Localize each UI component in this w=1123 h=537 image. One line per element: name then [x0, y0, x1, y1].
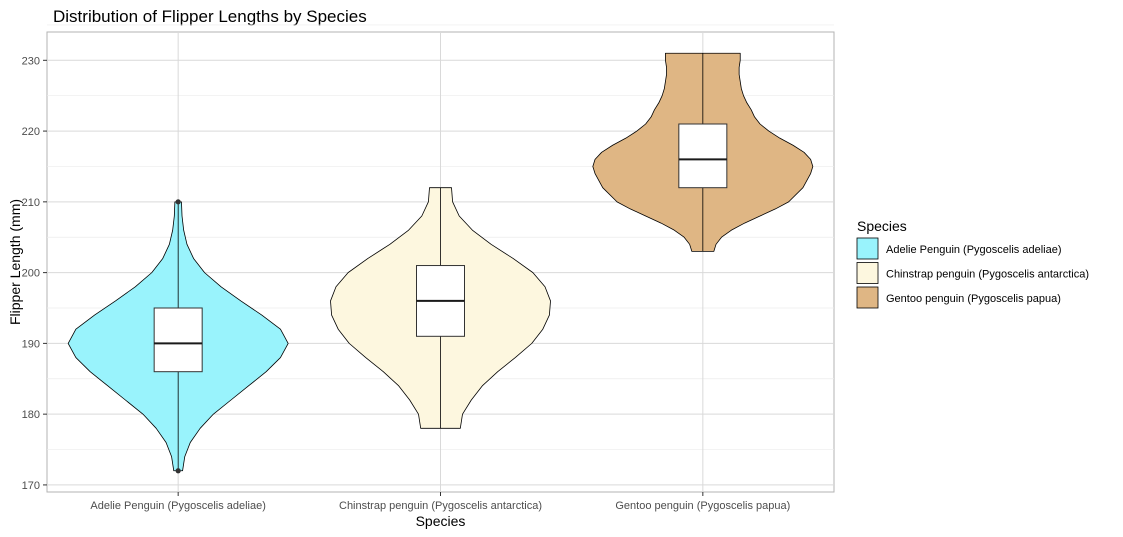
legend-title: Species: [857, 218, 907, 234]
y-tick-label: 230: [22, 55, 40, 67]
box-iqr: [678, 123, 728, 189]
x-axis-ticks: Adelie Penguin (Pygoscelis adeliae) Chins…: [90, 492, 790, 512]
chart-title: Distribution of Flipper Lengths by Speci…: [53, 7, 367, 26]
legend-swatch: [856, 262, 879, 284]
y-tick-label: 200: [22, 268, 40, 280]
outlier-point: [175, 199, 181, 205]
y-axis-title: Flipper Length (mm): [7, 199, 23, 325]
legend-label: Chinstrap penguin (Pygoscelis antarctica…: [886, 269, 1089, 281]
legend-label: Adelie Penguin (Pygoscelis adeliae): [886, 244, 1062, 256]
violins: [67, 52, 814, 474]
x-axis-title: Species: [416, 513, 466, 529]
y-tick-label: 170: [22, 480, 40, 492]
y-axis-ticks: 170 180 190 200 210 220 230: [22, 55, 47, 492]
x-tick-label: Chinstrap penguin (Pygoscelis antarctica…: [339, 500, 542, 512]
legend-swatch: [856, 237, 879, 260]
x-tick-label: Adelie Penguin (Pygoscelis adeliae): [90, 500, 266, 512]
legend-label: Gentoo penguin (Pygoscelis papua): [886, 293, 1061, 305]
legend: Species Adelie Penguin (Pygoscelis adeli…: [856, 218, 1089, 309]
y-tick-label: 190: [22, 338, 40, 350]
y-tick-label: 220: [22, 126, 40, 138]
y-tick-label: 210: [22, 197, 40, 209]
legend-swatch: [856, 286, 879, 309]
outlier-point: [175, 468, 181, 474]
y-tick-label: 180: [22, 409, 40, 421]
x-tick-label: Gentoo penguin (Pygoscelis papua): [615, 500, 790, 512]
box-iqr: [153, 307, 203, 373]
